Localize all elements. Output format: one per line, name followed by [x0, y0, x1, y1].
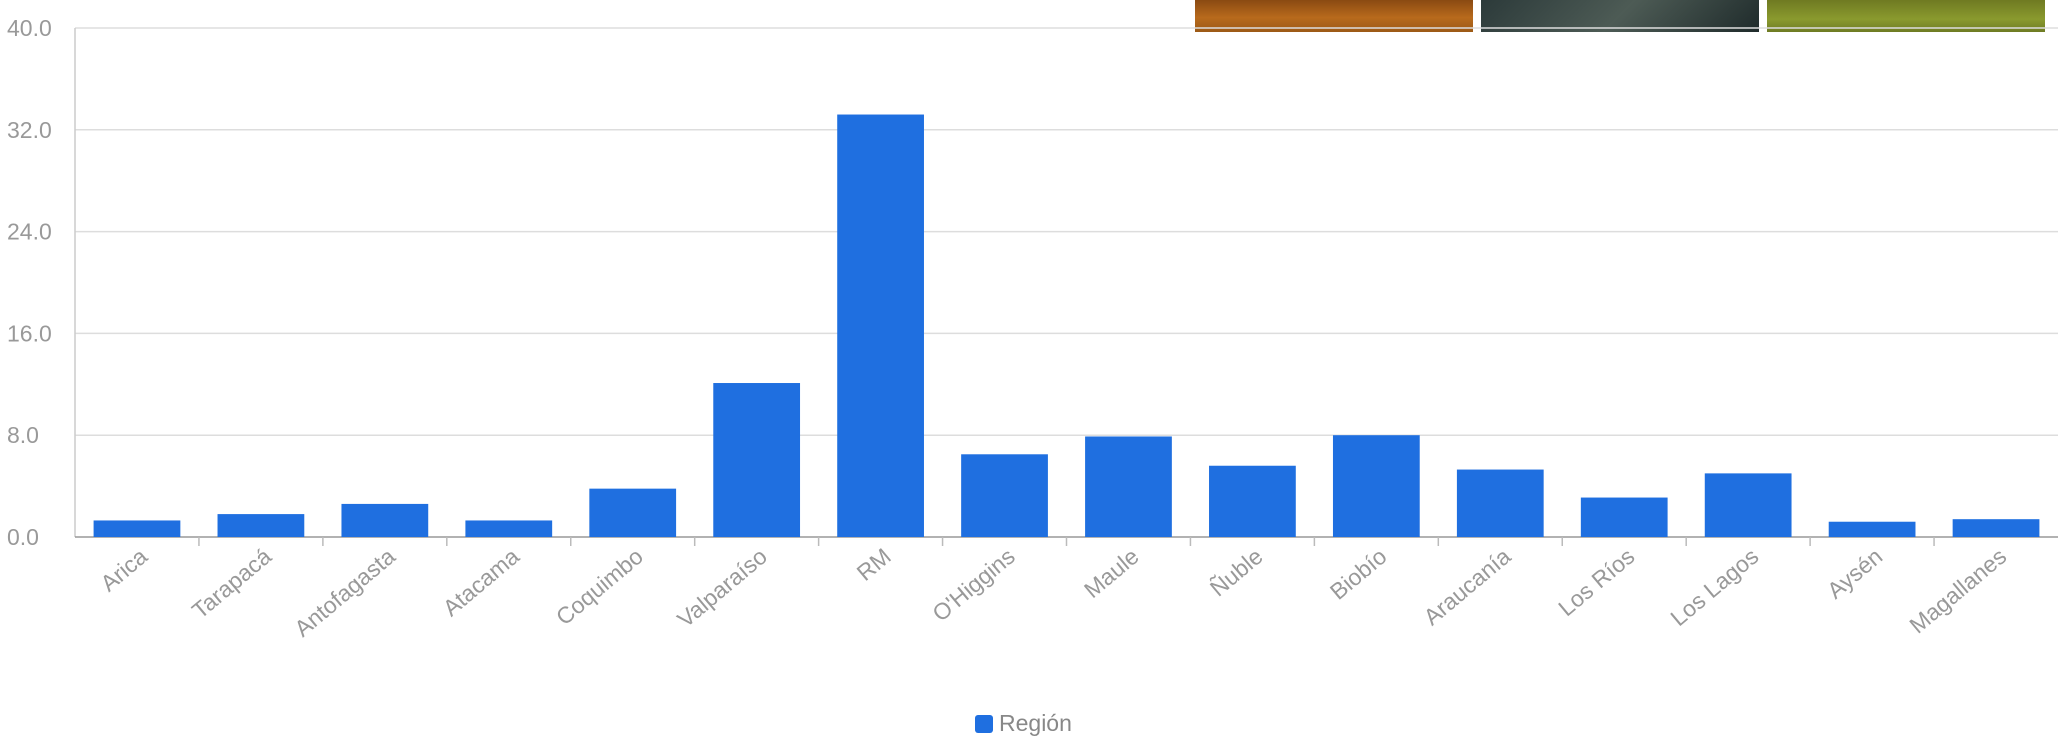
x-tick-label: RM [852, 543, 896, 586]
bar-valpara-so[interactable] [713, 383, 801, 537]
bar-los-r-os[interactable] [1580, 497, 1668, 537]
landscape-thumbnail-road[interactable] [1481, 0, 1759, 32]
bar-araucan-a[interactable] [1456, 469, 1544, 537]
bar-rm[interactable] [837, 114, 924, 537]
landscape-thumbnail-orange[interactable] [1195, 0, 1473, 32]
x-tick-label: Tarapacá [187, 543, 276, 624]
y-tick-label: 8.0 [7, 422, 39, 448]
bar-biob-o[interactable] [1332, 435, 1420, 537]
x-tick-label: Aysén [1822, 543, 1887, 604]
y-tick-label: 32.0 [7, 117, 52, 143]
legend-label: Región [999, 710, 1072, 736]
x-tick-label: Los Lagos [1665, 543, 1763, 631]
x-tick-label: Magallanes [1904, 543, 2011, 639]
chart-legend[interactable]: Región [975, 710, 1072, 737]
x-tick-label: Araucanía [1418, 543, 1515, 630]
bar-atacama[interactable] [465, 520, 553, 537]
x-tick-label: O'Higgins [927, 543, 1020, 627]
bar-ays-n[interactable] [1828, 521, 1916, 537]
legend-swatch [975, 714, 993, 733]
bar-tarapac-[interactable] [217, 514, 305, 537]
y-tick-label: 40.0 [7, 15, 52, 41]
x-tick-label: Antofagasta [289, 543, 400, 642]
bar-coquimbo[interactable] [589, 488, 677, 537]
x-tick-label: Atacama [438, 543, 524, 621]
x-tick-label: Los Ríos [1553, 543, 1639, 621]
x-tick-label: Valparaíso [672, 543, 772, 633]
x-tick-label: Ñuble [1205, 543, 1268, 602]
y-tick-label: 16.0 [7, 320, 52, 346]
x-tick-label: Biobío [1325, 543, 1392, 605]
y-tick-label: 24.0 [7, 219, 52, 245]
bar-antofagasta[interactable] [341, 503, 429, 537]
bar-maule[interactable] [1085, 436, 1172, 537]
landscape-thumbnail-field[interactable] [1767, 0, 2045, 32]
bar-magallanes[interactable] [1952, 519, 2040, 537]
bar-o-higgins[interactable] [961, 454, 1048, 537]
bar-arica[interactable] [93, 520, 181, 537]
x-tick-label: Arica [95, 543, 152, 597]
y-tick-label: 0.0 [7, 524, 39, 550]
bar-los-lagos[interactable] [1704, 473, 1792, 537]
bar--uble[interactable] [1209, 465, 1296, 537]
x-tick-label: Maule [1079, 543, 1144, 603]
x-tick-label: Coquimbo [551, 543, 648, 630]
